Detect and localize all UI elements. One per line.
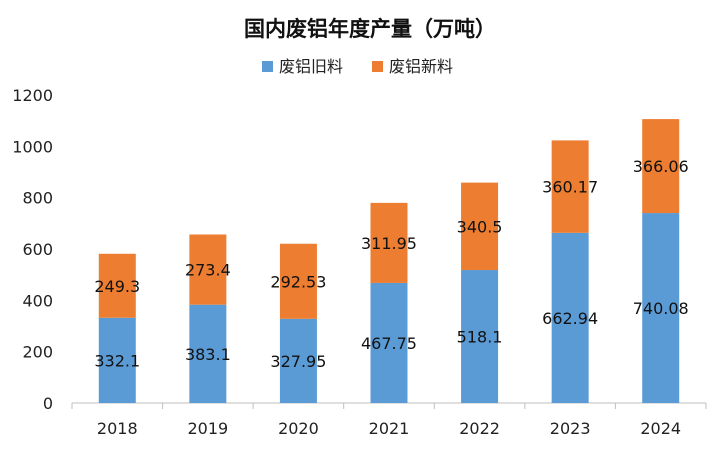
x-tick-label: 2019 [187,419,228,438]
data-label-new-scrap: 340.5 [457,217,503,236]
data-label-new-scrap: 311.95 [361,234,417,253]
x-tick-label: 2024 [640,419,681,438]
data-label-old-scrap: 662.94 [542,309,598,328]
data-label-old-scrap: 327.95 [270,352,326,371]
bar-new-scrap [189,234,227,305]
bar-old-scrap [279,318,317,403]
data-label-old-scrap: 740.08 [633,299,689,318]
data-label-old-scrap: 332.1 [94,351,140,370]
data-label-new-scrap: 366.06 [633,157,689,176]
bar-old-scrap [461,270,499,403]
y-tick-label: 0 [43,394,53,413]
axes: 0 200 400 600 800 1000 1200 2018 2019 2020 2021 202… [12,86,707,438]
bar-old-scrap [370,282,408,403]
bar-old-scrap [642,213,680,403]
y-tick-label: 1000 [12,137,53,156]
legend-swatch-old-scrap [262,61,273,72]
x-tick-label: 2022 [459,419,500,438]
bar-new-scrap [279,243,317,319]
bar-new-scrap [370,202,408,283]
y-tick-label: 400 [22,291,53,310]
legend: 废铝旧料 废铝新料 [262,57,453,76]
x-tick-label: 2021 [369,419,410,438]
data-label-new-scrap: 249.3 [94,277,140,296]
bar-new-scrap [642,119,680,214]
legend-label-new-scrap: 废铝新料 [389,57,453,76]
data-label-old-scrap: 518.1 [457,328,503,347]
bar-new-scrap [98,253,136,318]
x-tick-label: 2018 [97,419,138,438]
data-labels: 332.1 249.3 383.1 273.4 327.95 292.53 467.75 31… [94,157,688,371]
y-tick-label: 1200 [12,86,53,105]
y-tick-label: 200 [22,343,53,362]
legend-label-old-scrap: 废铝旧料 [279,57,343,76]
chart-title: 国内废铝年度产量（万吨） [244,17,496,41]
bar-old-scrap [189,304,227,403]
x-tick-label: 2020 [278,419,319,438]
bar-old-scrap [551,232,589,403]
data-label-old-scrap: 467.75 [361,334,417,353]
data-label-new-scrap: 273.4 [185,261,231,280]
bar-new-scrap [461,182,499,271]
data-label-old-scrap: 383.1 [185,345,231,364]
data-label-new-scrap: 292.53 [270,272,326,291]
legend-swatch-new-scrap [372,61,383,72]
y-tick-label: 800 [22,189,53,208]
bars [98,119,680,403]
bar-new-scrap [551,140,589,233]
y-tick-label: 600 [22,240,53,259]
data-label-new-scrap: 360.17 [542,178,598,197]
bar-old-scrap [98,317,136,403]
x-tick-label: 2023 [550,419,591,438]
